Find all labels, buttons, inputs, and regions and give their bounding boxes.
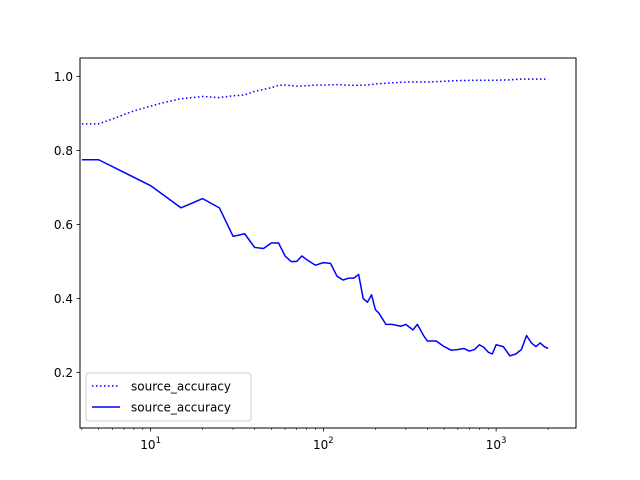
series-line-2-solid [81,159,549,357]
series-line-1-dotted [81,78,549,125]
y-tick-label: 1.0 [54,70,73,84]
legend-label: source_accuracy [131,400,231,414]
y-tick-label: 0.2 [54,366,73,380]
y-tick-label: 0.8 [54,144,73,158]
x-tick-label: 103 [486,436,507,452]
legend-label: source_accuracy [131,379,231,393]
legend: source_accuracy source_accuracy [85,372,252,422]
y-tick-label: 0.6 [54,218,73,232]
x-tick-label: 102 [313,436,334,452]
y-tick-label: 0.4 [54,292,73,306]
x-tick-label: 101 [140,436,161,452]
axes-frame [79,57,577,429]
plot-area [81,78,549,357]
y-axis: 0.2 0.4 0.6 0.8 1.0 [54,70,80,380]
legend-box [85,372,252,422]
